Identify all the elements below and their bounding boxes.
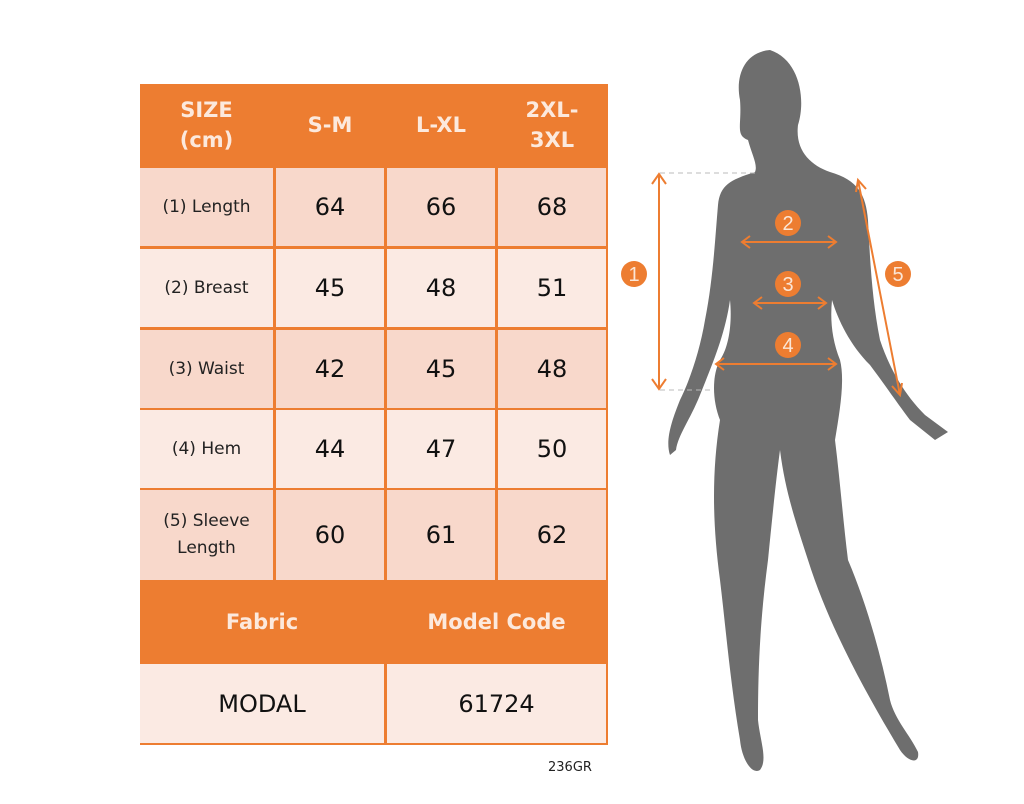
- measurement-value: 48: [387, 249, 495, 327]
- marker-3: 3: [782, 274, 793, 296]
- measurement-value: 68: [498, 168, 606, 246]
- measurement-value: 47: [387, 410, 495, 488]
- measurement-value: 42: [276, 330, 384, 408]
- measurement-value: 48: [498, 330, 606, 408]
- measurement-value: 66: [387, 168, 495, 246]
- waist-arrow: [752, 296, 828, 310]
- sleeve-arrow: [855, 177, 903, 398]
- body-silhouette: 1 2 3 4 5: [621, 50, 948, 771]
- hem-arrow: [714, 357, 838, 371]
- model-code-header: Model Code: [387, 582, 606, 662]
- marker-2: 2: [782, 213, 793, 235]
- measurement-label: (5) Sleeve Length: [140, 490, 273, 580]
- marker-1: 1: [628, 264, 639, 286]
- marker-4: 4: [782, 335, 793, 357]
- measurement-value: 50: [498, 410, 606, 488]
- size-header: SIZE (cm): [140, 84, 273, 166]
- breast-arrow: [740, 235, 838, 249]
- fabric-value: MODAL: [140, 664, 384, 743]
- model-code-value: 61724: [387, 664, 606, 743]
- product-code: 236GR: [548, 760, 592, 775]
- measurement-label: (2) Breast: [140, 249, 273, 327]
- length-arrow: [651, 172, 667, 391]
- marker-5: 5: [892, 264, 903, 286]
- measurement-value: 64: [276, 168, 384, 246]
- measurement-label: (4) Hem: [140, 410, 273, 488]
- silhouette-shape: [668, 50, 948, 771]
- measurement-label: (1) Length: [140, 168, 273, 246]
- measurement-label: (3) Waist: [140, 330, 273, 408]
- measurement-value: 45: [387, 330, 495, 408]
- measurement-value: 61: [387, 490, 495, 580]
- fabric-header: Fabric: [140, 582, 384, 662]
- size-column-header: 2XL-3XL: [498, 84, 606, 166]
- measurement-value: 44: [276, 410, 384, 488]
- size-column-header: S-M: [276, 84, 384, 166]
- measurement-value: 51: [498, 249, 606, 327]
- measurement-value: 60: [276, 490, 384, 580]
- measurement-value: 62: [498, 490, 606, 580]
- size-column-header: L-XL: [387, 84, 495, 166]
- measurement-value: 45: [276, 249, 384, 327]
